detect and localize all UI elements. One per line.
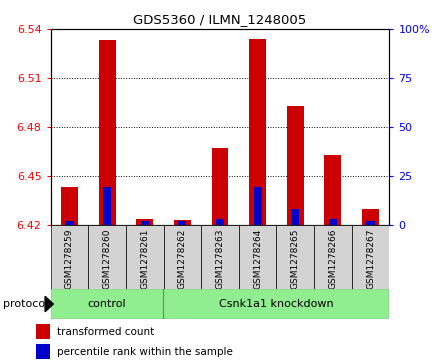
Bar (212, 148, 228, 225)
Bar (329, 219, 337, 225)
Bar (287, 106, 304, 225)
Bar (367, 221, 375, 225)
Bar (352, 225, 389, 289)
Text: GSM1278264: GSM1278264 (253, 228, 262, 289)
Text: GSM1278260: GSM1278260 (103, 228, 112, 289)
Text: GSM1278262: GSM1278262 (178, 228, 187, 289)
Bar (99, 40, 116, 225)
Bar (126, 225, 164, 289)
Bar (36, 344, 50, 359)
Bar (51, 225, 88, 289)
Polygon shape (45, 296, 53, 312)
FancyBboxPatch shape (51, 289, 164, 319)
Bar (61, 188, 78, 225)
FancyBboxPatch shape (164, 289, 389, 319)
Bar (201, 225, 239, 289)
Bar (276, 225, 314, 289)
Bar (164, 225, 201, 289)
Title: GDS5360 / ILMN_1248005: GDS5360 / ILMN_1248005 (133, 13, 307, 26)
Text: GSM1278266: GSM1278266 (328, 228, 337, 289)
Text: GSM1278263: GSM1278263 (216, 228, 224, 289)
Bar (239, 225, 276, 289)
Text: percentile rank within the sample: percentile rank within the sample (58, 347, 233, 356)
Bar (65, 221, 73, 225)
Bar (140, 221, 149, 225)
Bar (178, 221, 187, 225)
Bar (136, 219, 153, 225)
Text: Csnk1a1 knockdown: Csnk1a1 knockdown (219, 299, 334, 309)
Text: GSM1278261: GSM1278261 (140, 228, 149, 289)
Bar (36, 324, 50, 339)
Bar (216, 219, 224, 225)
Bar (103, 188, 111, 225)
Bar (174, 220, 191, 225)
Bar (249, 39, 266, 225)
Bar (314, 225, 352, 289)
Text: transformed count: transformed count (58, 327, 155, 337)
Text: control: control (88, 299, 126, 309)
Bar (362, 209, 379, 225)
Bar (291, 209, 300, 225)
Text: GSM1278265: GSM1278265 (291, 228, 300, 289)
Text: GSM1278267: GSM1278267 (366, 228, 375, 289)
Bar (324, 155, 341, 225)
Bar (88, 225, 126, 289)
Bar (253, 188, 262, 225)
Text: GSM1278259: GSM1278259 (65, 228, 74, 289)
Text: protocol: protocol (3, 299, 48, 309)
